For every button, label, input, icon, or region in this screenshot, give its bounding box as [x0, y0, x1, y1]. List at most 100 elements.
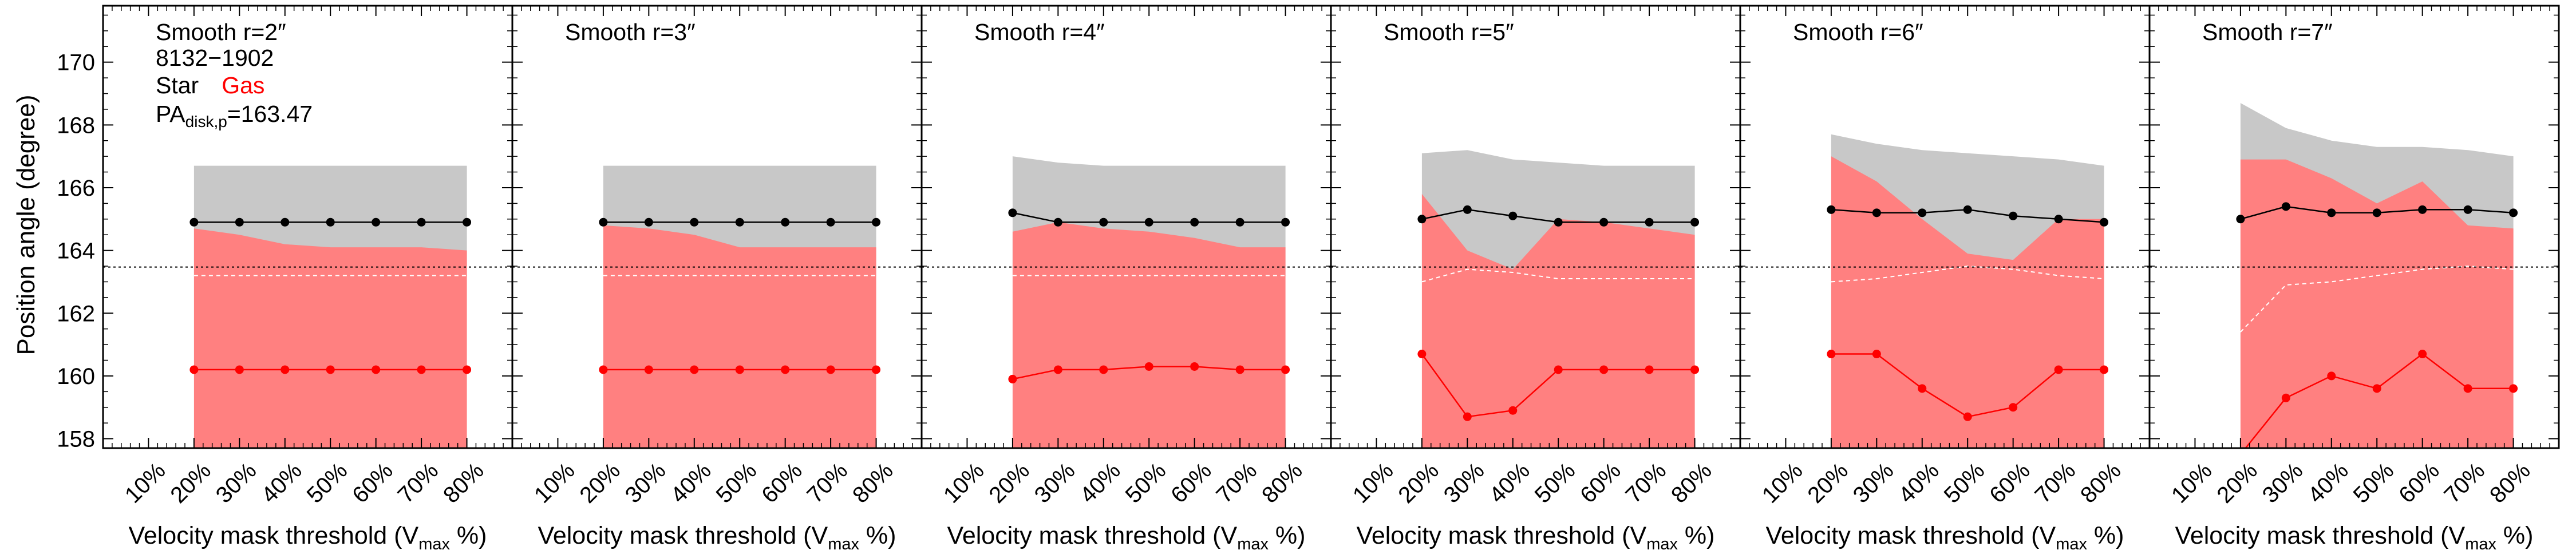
- star-lower-bound-line: [2240, 265, 2514, 333]
- x-tick-label: 80%: [1257, 458, 1307, 508]
- star-point: [463, 217, 472, 227]
- gas-point: [1099, 365, 1108, 374]
- plot-area: [1331, 150, 1740, 448]
- x-tick-label: 10%: [1757, 458, 1808, 508]
- x-tick-label: 60%: [1166, 458, 1216, 508]
- gas-band: [603, 225, 876, 448]
- gas-point: [1827, 350, 1836, 359]
- x-tick-label: 60%: [757, 458, 807, 508]
- star-point: [1599, 217, 1609, 227]
- gas-band: [1831, 156, 2104, 448]
- plot-area: [922, 156, 1331, 448]
- star-point: [1963, 205, 1972, 214]
- panel-frame: [2148, 5, 2560, 449]
- x-axis-label: Velocity mask threshold (Vmax %): [1766, 522, 2124, 553]
- x-axis-label: Velocity mask threshold (Vmax %): [129, 522, 487, 553]
- gas-point: [826, 365, 835, 374]
- star-point: [1918, 208, 1927, 217]
- gas-point: [1963, 412, 1972, 421]
- gas-point: [1599, 365, 1609, 374]
- gas-point: [735, 365, 744, 374]
- x-tick-label: 40%: [256, 458, 307, 508]
- star-point: [1645, 217, 1654, 227]
- x-tick-label: 30%: [2258, 458, 2308, 508]
- info-block: 8132−1902 Star Gas PAdisk,p=163.47: [156, 45, 313, 130]
- plot-area: [103, 165, 512, 448]
- x-tick-label: 20%: [1803, 458, 1853, 508]
- gas-point: [326, 365, 335, 374]
- star-point: [1281, 217, 1290, 227]
- y-tick-label: 166: [57, 176, 95, 201]
- panel-title: Smooth r=7″: [2202, 19, 2333, 45]
- star-point: [2009, 211, 2018, 220]
- y-tick-label: 162: [57, 301, 95, 326]
- star-lower-bound-line: [1421, 268, 1695, 283]
- x-tick-label: 30%: [621, 458, 671, 508]
- x-tick-label: 50%: [712, 458, 762, 508]
- gas-point: [2327, 371, 2336, 381]
- plot-area: [2150, 103, 2559, 458]
- gas-band: [2240, 159, 2514, 448]
- x-tick-label: 60%: [2394, 458, 2444, 508]
- gas-point: [280, 365, 290, 374]
- panel-title: Smooth r=6″: [1793, 19, 1923, 45]
- gas-point: [417, 365, 426, 374]
- star-point: [735, 217, 744, 227]
- x-axis-label: Velocity mask threshold (Vmax %): [1357, 522, 1715, 553]
- star-point: [872, 217, 881, 227]
- gas-point: [2418, 350, 2427, 359]
- x-tick-label: 70%: [2030, 458, 2081, 508]
- x-tick-label: 40%: [1075, 458, 1125, 508]
- star-point: [326, 217, 335, 227]
- x-tick-label: 20%: [984, 458, 1034, 508]
- gas-point: [1554, 365, 1563, 374]
- star-point: [1872, 208, 1881, 217]
- star-point: [417, 217, 426, 227]
- x-tick-label: 80%: [438, 458, 489, 508]
- x-tick-label: 70%: [393, 458, 444, 508]
- x-tick-label: 50%: [1530, 458, 1581, 508]
- star-point: [644, 217, 653, 227]
- x-tick-label: 60%: [1575, 458, 1626, 508]
- x-tick-label: 80%: [848, 458, 898, 508]
- legend-gas-text: Gas: [222, 72, 264, 98]
- plot-area: [1740, 134, 2150, 448]
- gas-point: [2100, 365, 2109, 374]
- x-tick-label: 30%: [1848, 458, 1899, 508]
- x-tick-label: 10%: [2167, 458, 2217, 508]
- star-point: [1463, 205, 1472, 214]
- star-point: [2100, 217, 2109, 227]
- gas-point: [2509, 384, 2518, 393]
- legend-star-label: Star Gas: [156, 72, 264, 98]
- gas-point: [781, 365, 790, 374]
- gas-point: [1235, 365, 1244, 374]
- star-point: [1827, 205, 1836, 214]
- gas-point: [463, 365, 472, 374]
- x-tick-label: 20%: [165, 458, 216, 508]
- y-tick-label: 168: [57, 113, 95, 138]
- star-point: [826, 217, 835, 227]
- gas-point: [2054, 365, 2063, 374]
- y-tick-label: 160: [57, 364, 95, 389]
- gas-point: [1281, 365, 1290, 374]
- panel-2: 10%20%30%40%50%60%70%80% Smooth r=3″ Veloc…: [511, 5, 923, 553]
- gas-point: [1190, 362, 1199, 371]
- gas-point: [2236, 450, 2245, 458]
- x-tick-label: 40%: [1484, 458, 1535, 508]
- x-tick-label: 50%: [1939, 458, 1990, 508]
- galaxy-id: 8132−1902: [156, 45, 274, 71]
- x-tick-label: 80%: [2076, 458, 2126, 508]
- x-tick-label: 30%: [1030, 458, 1080, 508]
- gas-band: [193, 228, 467, 448]
- panel-title: Smooth r=2″: [156, 19, 286, 45]
- legend-star-text: Star: [156, 72, 199, 98]
- gas-point: [1008, 374, 1017, 383]
- x-tick-label: 70%: [1212, 458, 1262, 508]
- star-point: [1008, 208, 1017, 217]
- x-tick-label: 40%: [2303, 458, 2353, 508]
- x-tick-label: 80%: [1666, 458, 1717, 508]
- y-tick-label: 158: [57, 427, 95, 452]
- star-point: [690, 217, 699, 227]
- gas-point: [2372, 384, 2381, 393]
- star-point: [1554, 217, 1563, 227]
